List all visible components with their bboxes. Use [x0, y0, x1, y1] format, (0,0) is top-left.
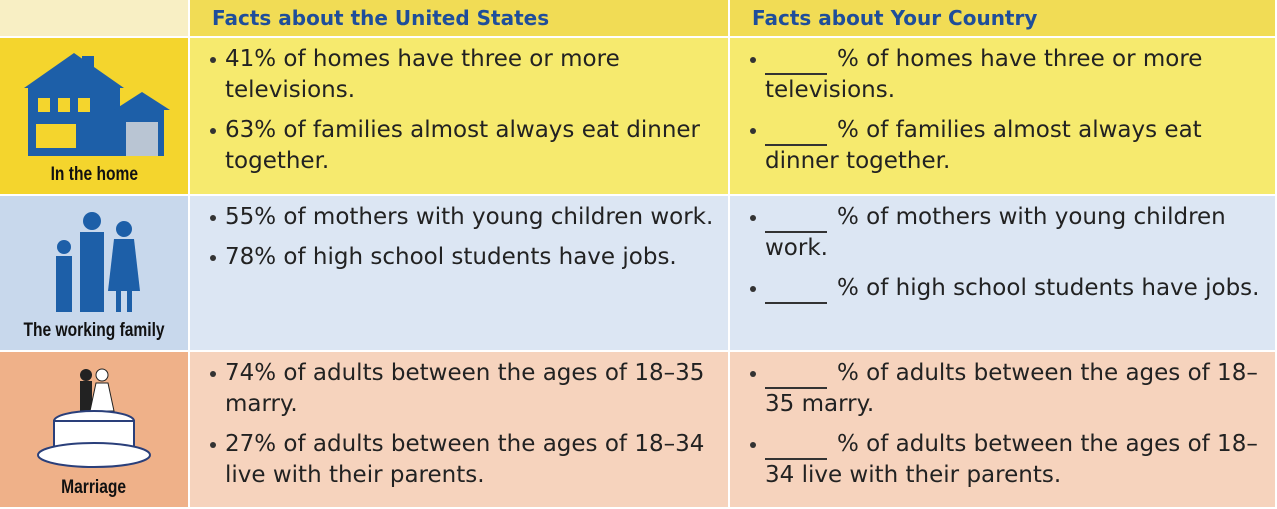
your-facts: % of homes have three or more television…	[730, 38, 1275, 194]
fact: 78% of high school students have jobs.	[225, 242, 677, 273]
header-blank	[0, 0, 188, 36]
fact-text: % of adults between the ages of 18–34 li…	[765, 431, 1258, 488]
facts-table: Facts about the United States Facts abou…	[0, 0, 1277, 509]
your-facts: % of adults between the ages of 18–35 ma…	[730, 352, 1275, 507]
us-facts: 74% of adults between the ages of 18–35 …	[190, 352, 728, 507]
row-label: In the home	[50, 164, 137, 186]
fact: % of adults between the ages of 18–34 li…	[765, 429, 1263, 491]
your-facts: % of mothers with young children work. %…	[730, 196, 1275, 350]
fact-text: % of mothers with young children work.	[765, 204, 1226, 261]
family-icon	[44, 209, 144, 314]
house-icon	[14, 48, 174, 158]
row-label: The working family	[23, 320, 164, 342]
fact: 27% of adults between the ages of 18–34 …	[225, 429, 716, 491]
row-label: Marriage	[62, 477, 127, 499]
row-icon-cell: The working family	[0, 196, 188, 350]
fact: 63% of families almost always eat dinner…	[225, 115, 716, 177]
fact: 74% of adults between the ages of 18–35 …	[225, 358, 716, 420]
fact: % of homes have three or more television…	[765, 44, 1263, 106]
fact: 55% of mothers with young children work.	[225, 202, 713, 233]
fact-text: % of homes have three or more television…	[765, 46, 1202, 103]
fact-text: % of high school students have jobs.	[837, 275, 1259, 301]
fact: % of adults between the ages of 18–35 ma…	[765, 358, 1263, 420]
cake-icon	[34, 363, 154, 471]
row-icon-cell: Marriage	[0, 352, 188, 507]
header: Facts about Your Country	[730, 0, 1275, 36]
us-facts: 41% of homes have three or more televisi…	[190, 38, 728, 194]
header: Facts about the United States	[190, 0, 728, 36]
page: Facts about the United States Facts abou…	[0, 0, 1277, 509]
fact-text: % of families almost always eat dinner t…	[765, 117, 1202, 174]
row-icon-cell: In the home	[0, 38, 188, 194]
fact: % of mothers with young children work.	[765, 202, 1263, 264]
fact-text: % of adults between the ages of 18–35 ma…	[765, 360, 1258, 417]
fact: 41% of homes have three or more televisi…	[225, 44, 716, 106]
us-facts: 55% of mothers with young children work.…	[190, 196, 728, 350]
fact: % of high school students have jobs.	[765, 273, 1259, 304]
fact: % of families almost always eat dinner t…	[765, 115, 1263, 177]
